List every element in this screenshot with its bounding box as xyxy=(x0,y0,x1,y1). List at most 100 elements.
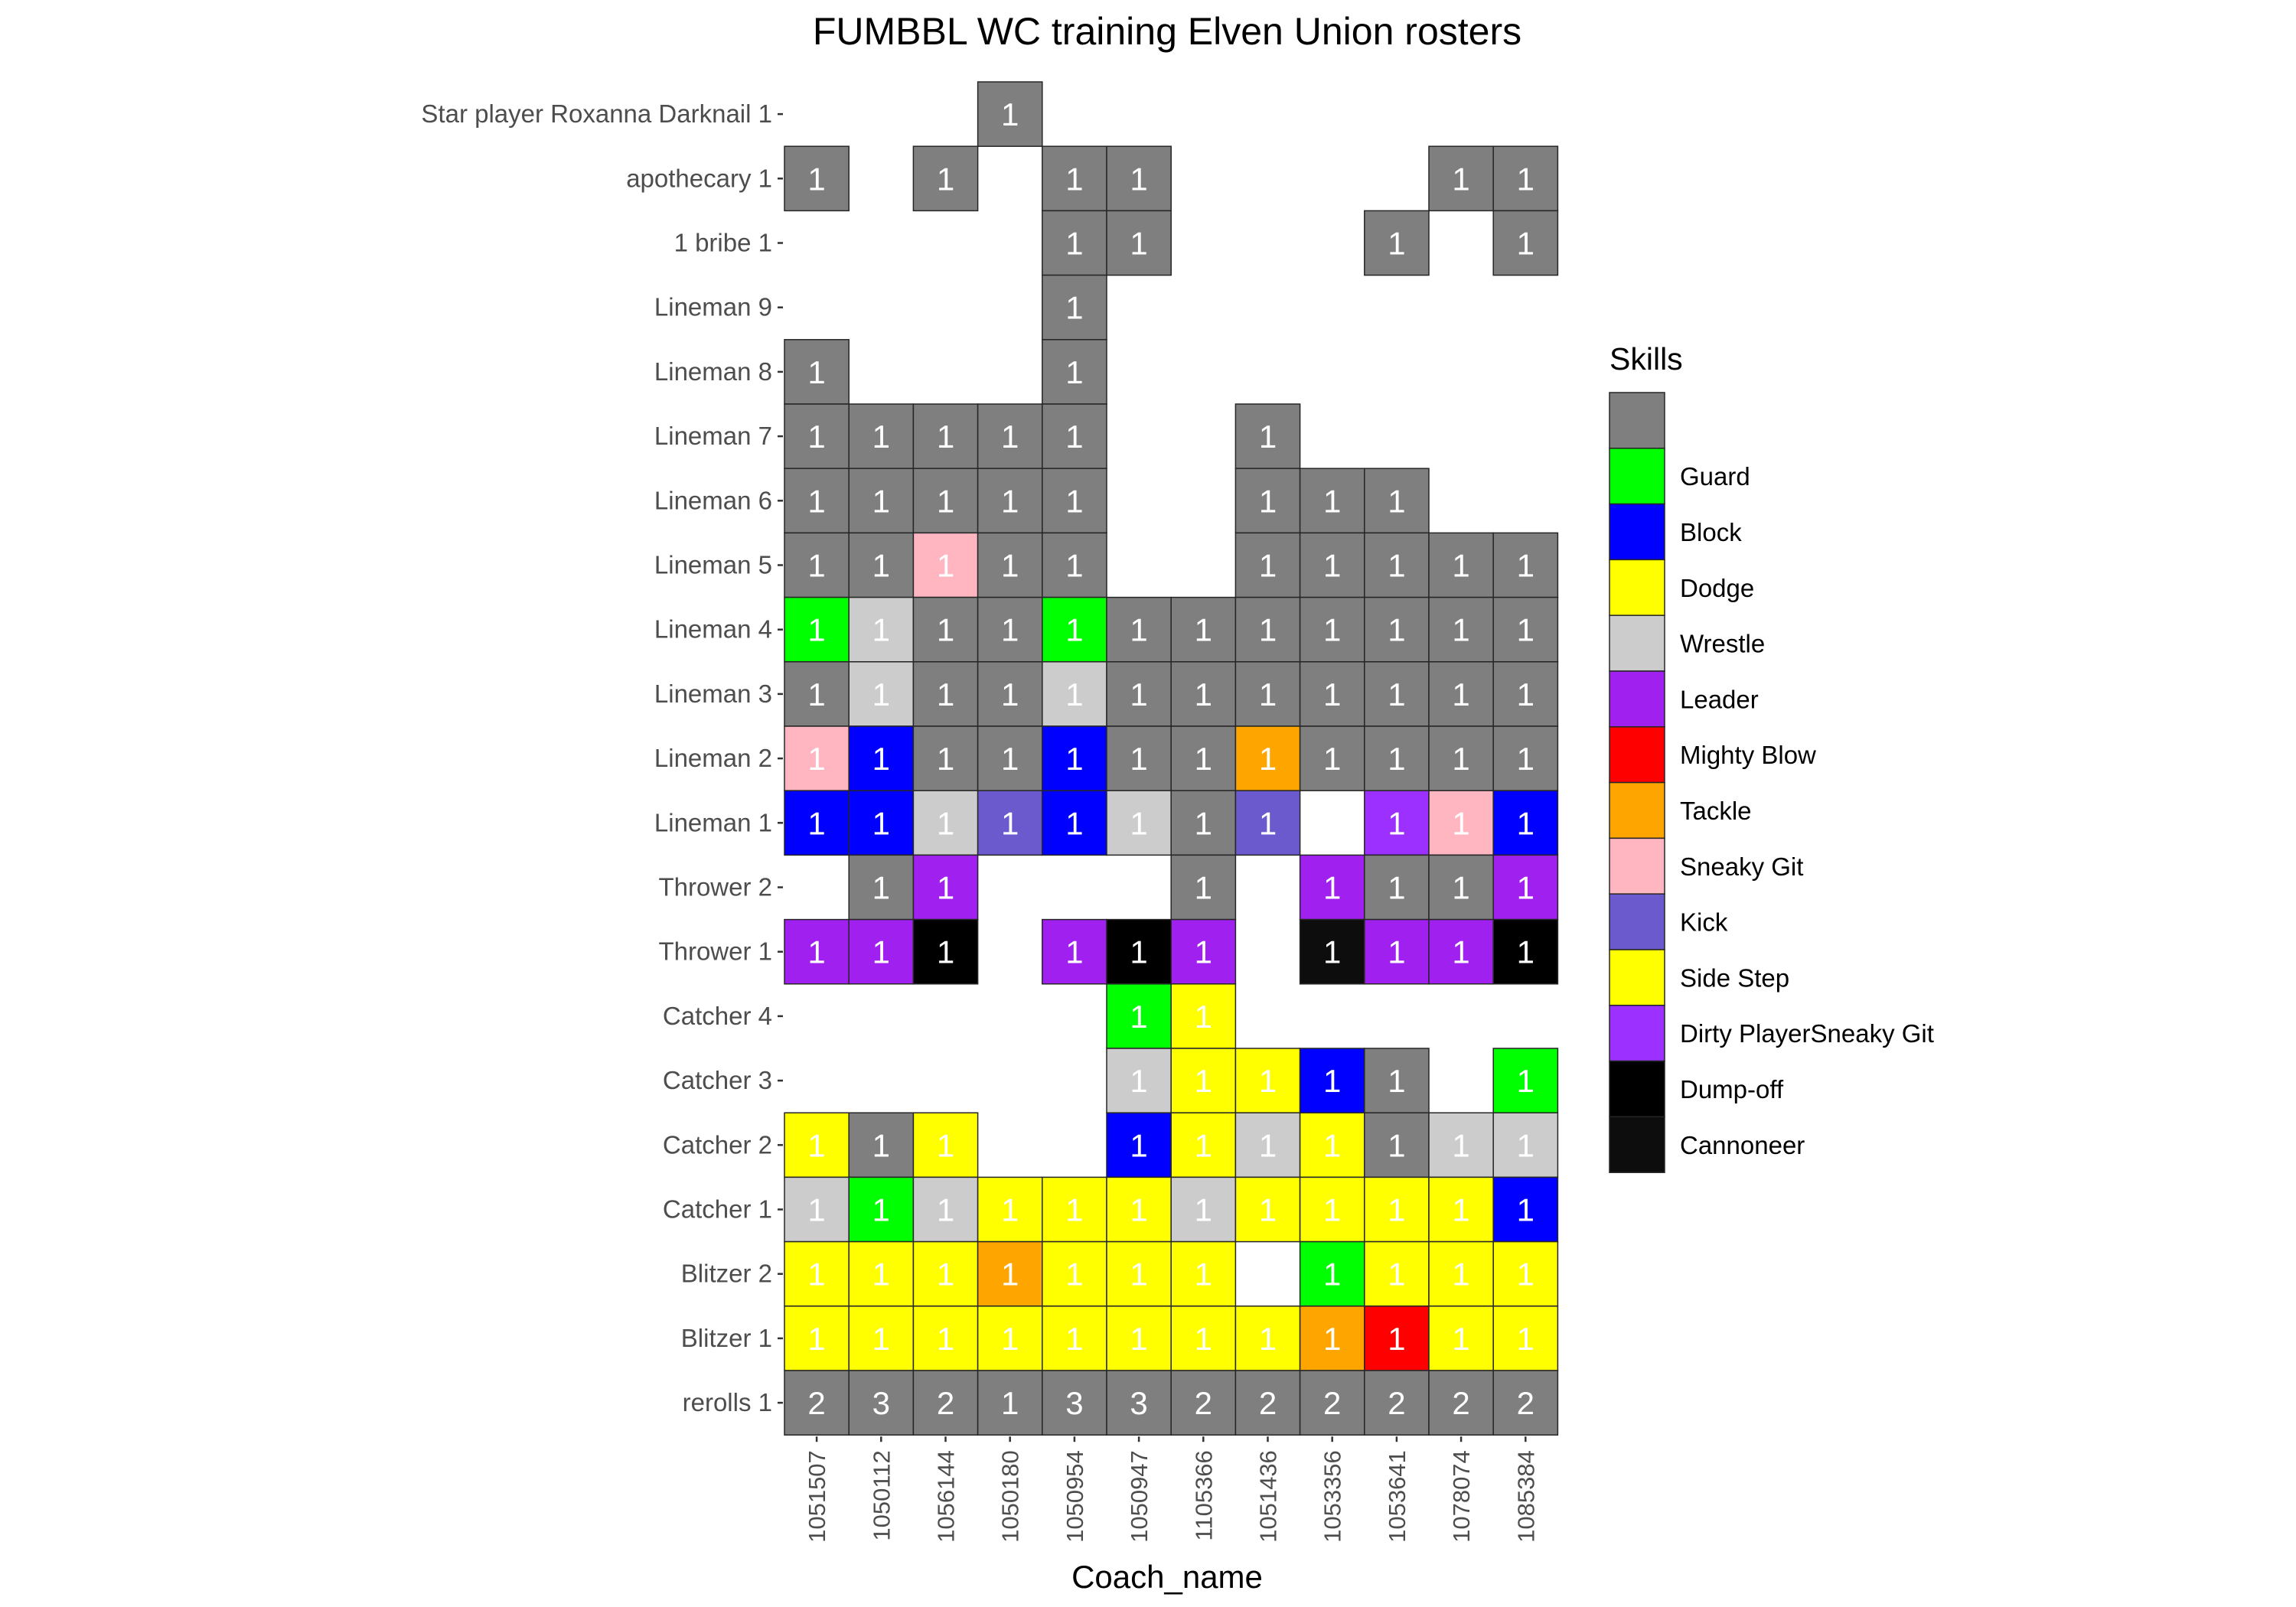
x-tick-label: 1050947 xyxy=(1126,1450,1153,1543)
y-tick-label: Lineman 7 xyxy=(654,422,772,450)
heatmap-cell xyxy=(1428,661,1494,727)
cell-value-label: 1 xyxy=(1452,1257,1469,1292)
cell-value-label: 1 xyxy=(1452,548,1469,584)
legend-label: Block xyxy=(1680,518,1742,546)
heatmap-cell xyxy=(1042,532,1107,598)
cell-value-label: 1 xyxy=(1388,805,1405,841)
heatmap-cell xyxy=(1428,1112,1494,1178)
cell-value-label: 1 xyxy=(1452,741,1469,777)
legend-label: Dodge xyxy=(1680,574,1754,602)
legend-swatch xyxy=(1609,726,1665,784)
x-tick-label: 1085384 xyxy=(1512,1450,1539,1543)
heatmap-cell xyxy=(912,854,979,921)
heatmap-cell xyxy=(1492,918,1559,985)
heatmap-cell xyxy=(1299,1176,1365,1243)
cell-value-label: 1 xyxy=(1259,1192,1277,1228)
y-tick-label: Star player Roxanna Darknail 1 xyxy=(421,99,772,128)
cell-value-label: 1 xyxy=(807,483,825,519)
heatmap-cell xyxy=(784,532,850,598)
legend-swatch xyxy=(1609,614,1665,672)
cell-value-label: 1 xyxy=(1001,805,1019,841)
heatmap-cell xyxy=(977,81,1043,147)
cell-value-label: 1 xyxy=(807,805,825,841)
cell-value-label: 1 xyxy=(937,1192,954,1228)
heatmap-cell xyxy=(784,596,850,663)
heatmap-cell xyxy=(1106,918,1172,985)
heatmap-cell xyxy=(912,1176,979,1243)
cell-value-label: 1 xyxy=(1259,805,1277,841)
cell-value-label: 1 xyxy=(1388,483,1405,519)
heatmap-cell xyxy=(848,596,915,663)
heatmap-cell xyxy=(1299,468,1365,534)
cell-value-label: 1 xyxy=(1130,161,1147,197)
heatmap-cell xyxy=(1170,596,1237,663)
cell-value-label: 1 xyxy=(1323,1063,1341,1099)
legend-label: Leader xyxy=(1680,685,1759,713)
legend-swatch xyxy=(1609,837,1665,895)
cell-value-label: 1 xyxy=(1452,1127,1469,1163)
heatmap-cell xyxy=(1234,1112,1301,1178)
cell-value-label: 1 xyxy=(807,612,825,648)
heatmap-cell xyxy=(1042,468,1107,534)
legend-label: Wrestle xyxy=(1680,630,1765,658)
heatmap-cell xyxy=(1234,1048,1301,1113)
legend-swatch xyxy=(1609,392,1665,449)
cell-value-label: 1 xyxy=(807,1257,825,1292)
cell-value-label: 1 xyxy=(937,419,954,455)
heatmap-cell xyxy=(1042,403,1107,469)
cell-value-label: 1 xyxy=(1323,612,1341,648)
y-tick-label: Catcher 2 xyxy=(663,1130,772,1159)
heatmap-cell xyxy=(1042,1305,1107,1371)
heatmap-cell xyxy=(912,468,979,534)
cell-value-label: 1 xyxy=(1259,419,1277,455)
heatmap-cell xyxy=(848,790,915,856)
cell-value-label: 1 xyxy=(1001,612,1019,648)
heatmap-cell xyxy=(848,468,915,534)
cell-value-label: 1 xyxy=(872,676,890,712)
y-tick-label: Lineman 4 xyxy=(654,615,772,644)
heatmap-cell xyxy=(977,403,1043,469)
cell-value-label: 1 xyxy=(1195,1127,1212,1163)
heatmap-cell xyxy=(1170,725,1237,791)
heatmap-cell xyxy=(1106,1176,1172,1243)
heatmap-cell xyxy=(977,596,1043,663)
cell-value-label: 1 xyxy=(1259,676,1277,712)
cell-value-label: 3 xyxy=(1065,1385,1083,1421)
cell-value-label: 1 xyxy=(1259,483,1277,519)
cell-value-label: 1 xyxy=(1452,805,1469,841)
cell-value-label: 1 xyxy=(1388,1192,1405,1228)
heatmap-cell xyxy=(848,1176,915,1243)
cell-value-label: 1 xyxy=(1388,1063,1405,1099)
heatmap-cell xyxy=(1170,983,1237,1049)
heatmap-cell xyxy=(1234,596,1301,663)
cell-value-label: 1 xyxy=(1065,1257,1083,1292)
cell-value-label: 1 xyxy=(1130,676,1147,712)
cell-value-label: 1 xyxy=(1065,805,1083,841)
heatmap-cell xyxy=(1234,1305,1301,1371)
cell-value-label: 1 xyxy=(807,1127,825,1163)
cell-value-label: 1 xyxy=(1065,934,1083,970)
legend-label: Mighty Blow xyxy=(1680,741,1816,769)
heatmap-cell xyxy=(1042,596,1107,663)
cell-value-label: 1 xyxy=(872,548,890,584)
x-tick-label: 1050180 xyxy=(997,1450,1024,1543)
x-tick-label: 1056144 xyxy=(933,1450,960,1543)
x-tick-label: 1050954 xyxy=(1062,1450,1088,1543)
cell-value-label: 1 xyxy=(1517,1321,1534,1357)
cell-value-label: 1 xyxy=(1065,1192,1083,1228)
legend-swatch xyxy=(1609,1116,1665,1173)
heatmap-cell xyxy=(848,1370,915,1436)
heatmap-cell xyxy=(1492,1112,1559,1178)
cell-value-label: 1 xyxy=(1130,741,1147,777)
cell-value-label: 1 xyxy=(937,161,954,197)
heatmap-cell xyxy=(1428,1370,1494,1436)
cell-value-label: 1 xyxy=(1195,612,1212,648)
legend-swatch xyxy=(1609,559,1665,616)
cell-value-label: 1 xyxy=(937,483,954,519)
cell-value-label: 1 xyxy=(1065,612,1083,648)
y-tick-label: Catcher 1 xyxy=(663,1195,772,1224)
cell-value-label: 1 xyxy=(1001,1321,1019,1357)
heatmap-cell xyxy=(848,1305,915,1371)
legend-label: Kick xyxy=(1680,908,1728,937)
cell-value-label: 1 xyxy=(1388,1321,1405,1357)
